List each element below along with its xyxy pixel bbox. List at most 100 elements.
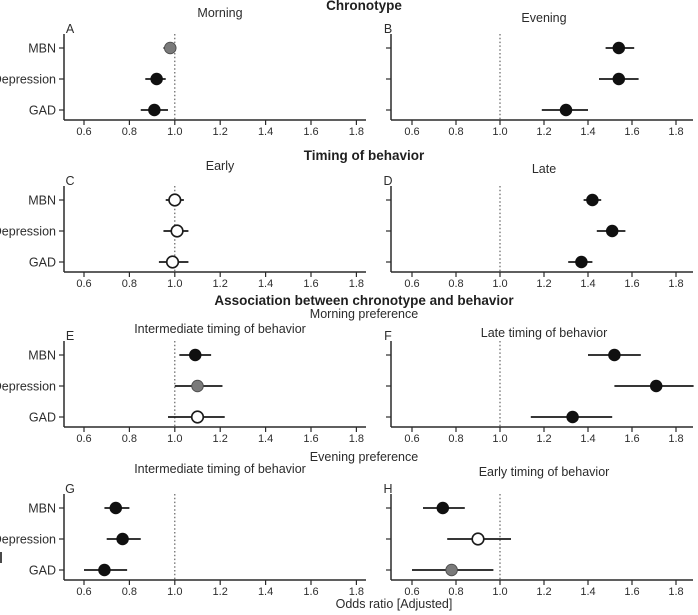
svg-text:Depression: Depression [0, 73, 56, 87]
svg-text:1.0: 1.0 [492, 433, 507, 445]
svg-text:0.8: 0.8 [122, 278, 137, 290]
svg-text:1.2: 1.2 [213, 278, 228, 290]
x-axis-label: Odds ratio [Adjusted] [335, 597, 453, 611]
svg-text:B: B [384, 22, 392, 36]
svg-text:GAD: GAD [29, 104, 56, 118]
svg-text:1.2: 1.2 [536, 433, 551, 445]
svg-text:1.0: 1.0 [492, 278, 507, 290]
svg-text:1.8: 1.8 [349, 278, 364, 290]
svg-text:1.2: 1.2 [536, 126, 551, 138]
svg-text:1.4: 1.4 [580, 126, 595, 138]
section-title-chronotype: Chronotype [326, 0, 402, 13]
svg-text:1.0: 1.0 [492, 126, 507, 138]
svg-text:1.4: 1.4 [258, 433, 273, 445]
svg-text:0.8: 0.8 [448, 433, 463, 445]
svg-text:1.0: 1.0 [167, 586, 182, 598]
panel-g-title: Intermediate timing of behavior [134, 462, 306, 476]
section-title-association: Association between chronotype and behav… [214, 293, 514, 308]
panel-e-title: Intermediate timing of behavior [134, 322, 306, 336]
panel-h-title: Early timing of behavior [478, 465, 610, 479]
svg-text:0.8: 0.8 [122, 126, 137, 138]
subtitle-evening-preference: Evening preference [309, 450, 419, 464]
svg-text:1.2: 1.2 [536, 278, 551, 290]
svg-text:GAD: GAD [29, 256, 56, 270]
svg-text:1.2: 1.2 [213, 126, 228, 138]
svg-text:Depression: Depression [0, 225, 56, 239]
svg-text:0.8: 0.8 [448, 278, 463, 290]
panel-b-title: Evening [521, 11, 567, 25]
svg-text:C: C [65, 174, 74, 188]
svg-text:D: D [383, 174, 392, 188]
svg-text:1.6: 1.6 [303, 126, 318, 138]
svg-text:1.6: 1.6 [303, 586, 318, 598]
svg-text:G: G [65, 482, 75, 496]
svg-text:1.0: 1.0 [492, 586, 507, 598]
svg-text:1.4: 1.4 [580, 586, 595, 598]
panel-c-plot: MBN Depression GAD 0.6 0.8 1.0 1.2 1.4 1.6 1.8 C [0, 174, 366, 290]
svg-text:A: A [66, 22, 75, 36]
cropped-glyph-fragment [0, 552, 2, 563]
svg-text:0.8: 0.8 [122, 433, 137, 445]
svg-text:1.4: 1.4 [258, 586, 273, 598]
svg-text:1.0: 1.0 [167, 278, 182, 290]
svg-text:GAD: GAD [29, 411, 56, 425]
svg-text:H: H [383, 482, 392, 496]
svg-text:1.8: 1.8 [349, 126, 364, 138]
svg-text:1.8: 1.8 [668, 433, 683, 445]
panel-a-title: Morning [197, 6, 243, 20]
svg-text:1.8: 1.8 [668, 126, 683, 138]
svg-text:1.4: 1.4 [580, 278, 595, 290]
svg-text:MBN: MBN [28, 194, 56, 208]
panel-d-title: Late [531, 162, 557, 176]
panel-d-plot: 0.6 0.8 1.0 1.2 1.4 1.6 1.8 D [383, 174, 693, 290]
svg-text:0.6: 0.6 [76, 278, 91, 290]
panel-f-plot: 0.6 0.8 1.0 1.2 1.4 1.6 1.8 F [384, 329, 694, 445]
svg-text:0.6: 0.6 [76, 586, 91, 598]
svg-text:0.8: 0.8 [448, 586, 463, 598]
svg-text:1.0: 1.0 [167, 126, 182, 138]
svg-text:Depression: Depression [0, 533, 56, 547]
svg-text:1.4: 1.4 [258, 126, 273, 138]
panel-b-plot: 0.6 0.8 1.0 1.2 1.4 1.6 1.8 B [384, 22, 693, 138]
svg-text:Depression: Depression [0, 380, 56, 394]
svg-text:0.6: 0.6 [404, 126, 419, 138]
svg-text:1.2: 1.2 [536, 586, 551, 598]
svg-text:E: E [66, 329, 74, 343]
svg-text:MBN: MBN [28, 349, 56, 363]
panel-g-plot: MBN Depression GAD 0.6 0.8 1.0 1.2 1.4 1.6 1.8 G [0, 482, 366, 598]
panel-e-plot: MBN Depression GAD 0.6 0.8 1.0 1.2 1.4 1.6 1.8 E [0, 329, 366, 445]
svg-text:1.2: 1.2 [213, 586, 228, 598]
svg-text:0.8: 0.8 [448, 126, 463, 138]
svg-text:1.8: 1.8 [668, 278, 683, 290]
panel-c-title: Early [205, 159, 235, 173]
panel-a-plot: MBN Depression GAD 0.6 0.8 1.0 1.2 1.4 1.6 1.8 A [0, 22, 366, 138]
panel-f-title: Late timing of behavior [480, 326, 608, 340]
svg-text:0.6: 0.6 [76, 433, 91, 445]
svg-text:1.6: 1.6 [303, 278, 318, 290]
panel-h-plot: 0.6 0.8 1.0 1.2 1.4 1.6 1.8 H [383, 482, 693, 598]
subtitle-morning-preference: Morning preference [309, 307, 419, 321]
section-title-timing-of-behavior: Timing of behavior [303, 148, 425, 163]
svg-text:1.6: 1.6 [624, 433, 639, 445]
svg-text:GAD: GAD [29, 564, 56, 578]
svg-text:MBN: MBN [28, 42, 56, 56]
svg-text:1.0: 1.0 [167, 433, 182, 445]
svg-text:1.8: 1.8 [349, 586, 364, 598]
svg-text:1.6: 1.6 [624, 586, 639, 598]
svg-text:1.8: 1.8 [349, 433, 364, 445]
svg-text:MBN: MBN [28, 502, 56, 516]
svg-text:0.6: 0.6 [404, 278, 419, 290]
svg-text:1.6: 1.6 [303, 433, 318, 445]
svg-text:0.6: 0.6 [404, 586, 419, 598]
svg-text:0.6: 0.6 [76, 126, 91, 138]
svg-text:1.2: 1.2 [213, 433, 228, 445]
svg-text:1.8: 1.8 [668, 586, 683, 598]
svg-text:1.6: 1.6 [624, 126, 639, 138]
svg-text:0.8: 0.8 [122, 586, 137, 598]
svg-text:1.4: 1.4 [258, 278, 273, 290]
svg-text:0.6: 0.6 [404, 433, 419, 445]
svg-text:1.6: 1.6 [624, 278, 639, 290]
svg-text:1.4: 1.4 [580, 433, 595, 445]
svg-text:F: F [384, 329, 392, 343]
